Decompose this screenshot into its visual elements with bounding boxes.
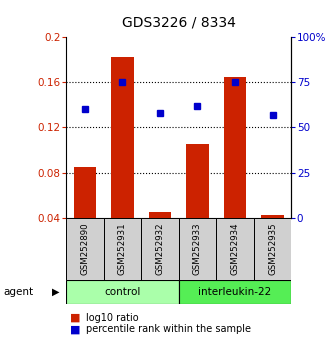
- Text: GSM252934: GSM252934: [230, 222, 240, 275]
- Bar: [224, 77, 246, 218]
- Bar: [111, 57, 134, 218]
- Bar: [149, 212, 171, 218]
- Text: percentile rank within the sample: percentile rank within the sample: [86, 324, 251, 334]
- Text: GSM252931: GSM252931: [118, 222, 127, 275]
- Bar: [179, 218, 216, 280]
- Bar: [66, 218, 104, 280]
- Bar: [216, 218, 254, 280]
- Text: GSM252935: GSM252935: [268, 222, 277, 275]
- Text: interleukin-22: interleukin-22: [198, 287, 272, 297]
- Text: GSM252932: GSM252932: [156, 222, 165, 275]
- Bar: [254, 218, 291, 280]
- Text: control: control: [104, 287, 141, 297]
- Text: ■: ■: [70, 324, 80, 334]
- Text: GSM252890: GSM252890: [80, 222, 89, 275]
- Bar: [261, 216, 284, 218]
- Bar: [186, 144, 209, 218]
- Text: GSM252933: GSM252933: [193, 222, 202, 275]
- Bar: [179, 280, 291, 304]
- Text: log10 ratio: log10 ratio: [86, 313, 139, 322]
- Text: ■: ■: [70, 313, 80, 322]
- Bar: [104, 218, 141, 280]
- Bar: [141, 218, 179, 280]
- Text: agent: agent: [3, 287, 33, 297]
- Bar: [74, 167, 96, 218]
- Text: ▶: ▶: [52, 287, 60, 297]
- Text: GDS3226 / 8334: GDS3226 / 8334: [122, 16, 236, 30]
- Bar: [66, 280, 179, 304]
